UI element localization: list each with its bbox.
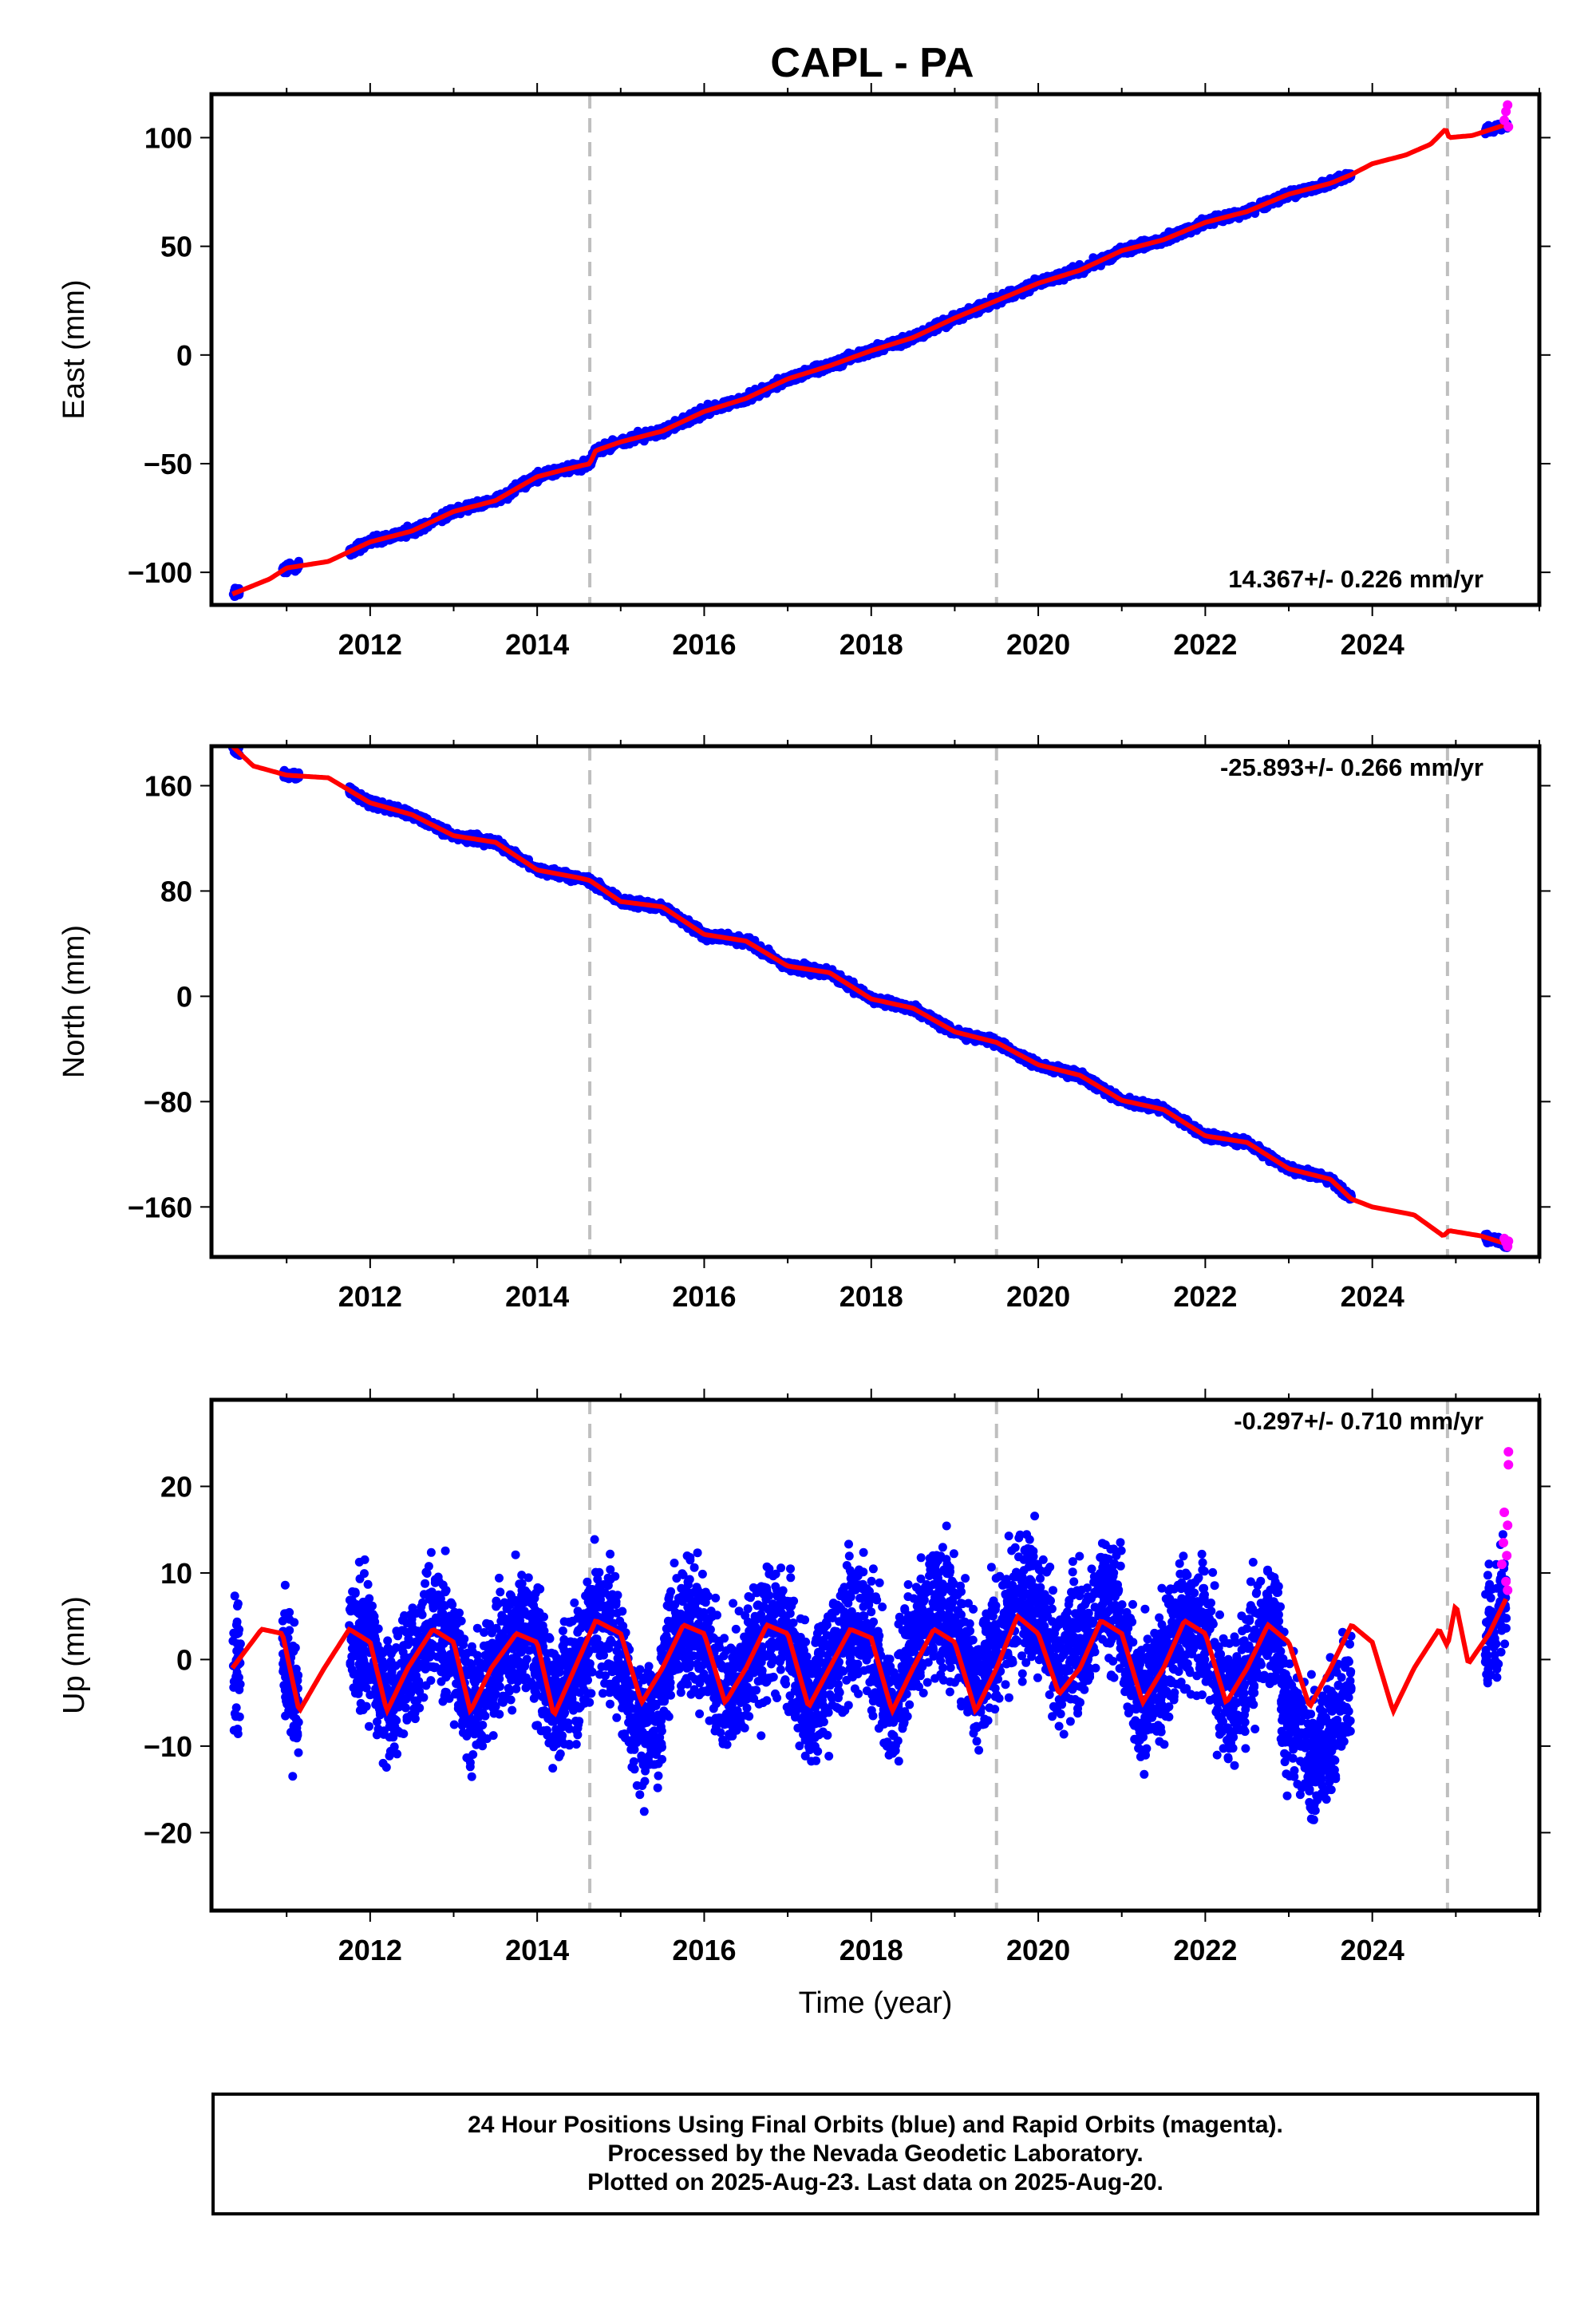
- x-tick-label: 2012: [338, 628, 402, 661]
- x-tick-label: 2018: [839, 628, 903, 661]
- y-tick-label: 100: [144, 121, 192, 154]
- y-tick-label: −50: [144, 448, 192, 480]
- east-model-line: [231, 122, 1507, 597]
- panel-east: 2012 2014 2016 2018 2020 2022 2024 −100 −50 0 50 10…: [57, 83, 1551, 661]
- y-tick-label: 0: [176, 339, 192, 372]
- figure-title: CAPL - PA: [770, 40, 974, 86]
- x-tick-label: 2022: [1173, 628, 1237, 661]
- data-point: [1088, 253, 1098, 263]
- x-tick-label: 2024: [1341, 628, 1404, 661]
- chart-panels: 2012 2014 2016 2018 2020 2022 2024 −100 −50 0 50 10…: [57, 83, 1551, 2020]
- rapid-point: [1503, 100, 1513, 110]
- east-frame: [209, 92, 1542, 607]
- panel-north: 2012 2014 2016 2018 2020 2022 2024−160−8008016…: [57, 735, 1551, 1313]
- x-tick-label: 2016: [672, 628, 736, 661]
- y-tick-label: −100: [128, 556, 192, 589]
- east-rate-label: 14.367+/- 0.226 mm/yr: [1228, 565, 1483, 593]
- x-tick-label: 2020: [1006, 628, 1070, 661]
- x-tick-label: 2014: [505, 628, 569, 661]
- y-tick-label: 50: [160, 231, 192, 263]
- east-y-axis-label: East (mm): [57, 279, 91, 419]
- rapid-point: [1503, 121, 1514, 132]
